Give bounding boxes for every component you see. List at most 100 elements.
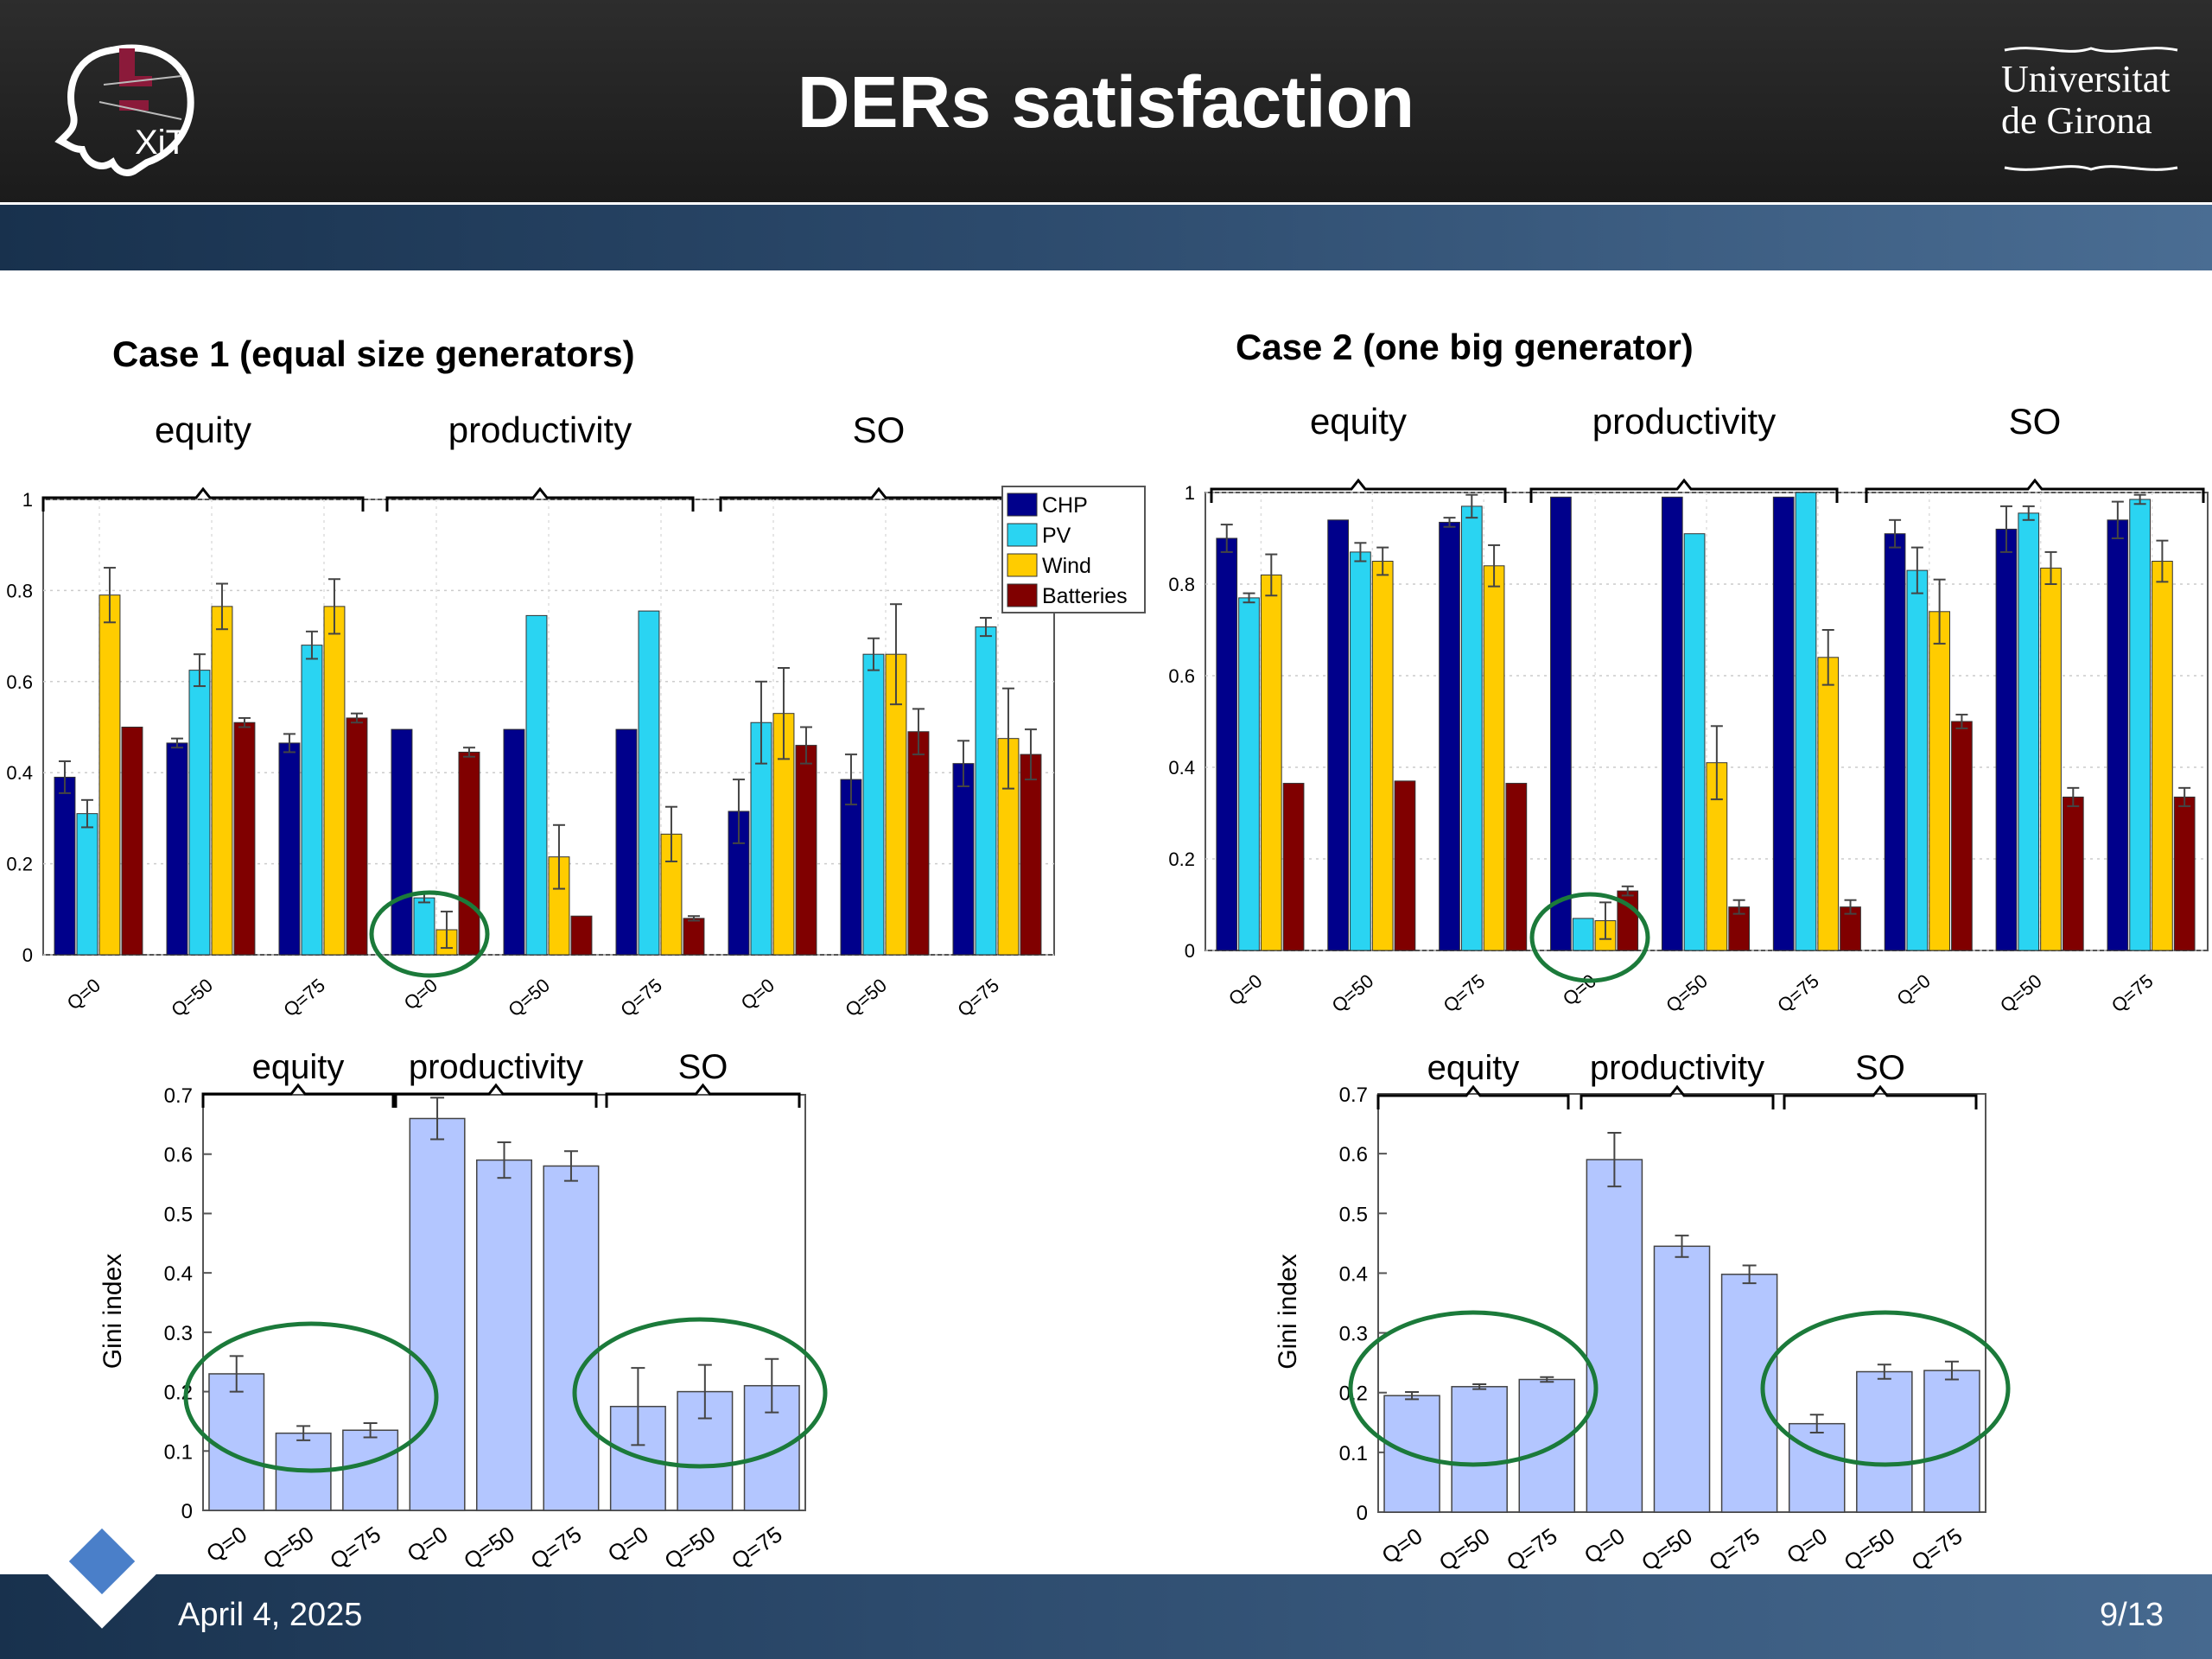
y-tick-label: 0.6 — [6, 671, 33, 693]
y-tick-label: 0.6 — [1339, 1143, 1368, 1166]
y-tick-label: 0.6 — [164, 1144, 193, 1167]
x-tick-label: Q=0 — [1782, 1522, 1832, 1568]
y-tick-label: 0.2 — [1168, 849, 1195, 870]
group-label: SO — [678, 1048, 728, 1086]
group-label: productivity — [1592, 401, 1776, 442]
legend-label: Batteries — [1042, 584, 1128, 608]
group-brace — [605, 1083, 801, 1108]
x-tick-label: Q=50 — [1839, 1522, 1899, 1575]
bar-chp — [1327, 519, 1349, 951]
gini-bar — [1653, 1245, 1711, 1513]
y-tick-label: 0.3 — [1339, 1323, 1368, 1346]
bar-batteries — [1505, 783, 1528, 951]
y-tick-label: 1 — [1185, 482, 1195, 504]
page-number: 9/13 — [2100, 1597, 2164, 1633]
group-label: SO — [2009, 401, 2062, 442]
highlight-circle — [1529, 892, 1650, 983]
legend-swatch-pv — [1007, 523, 1038, 547]
gini-bar — [475, 1159, 533, 1511]
y-tick-label: 0.4 — [1168, 757, 1195, 779]
y-tick-label: 0.4 — [1339, 1262, 1368, 1286]
x-tick-label: Q=75 — [1502, 1522, 1562, 1575]
group-label: equity — [252, 1048, 345, 1086]
group-label: SO — [1855, 1049, 1905, 1087]
y-tick-label: 0 — [22, 944, 33, 966]
y-tick-label: 0.2 — [6, 854, 33, 875]
bar-pv — [1683, 533, 1706, 951]
group-label: productivity — [409, 1048, 583, 1086]
bar-pv — [1572, 918, 1594, 951]
legend-swatch-batteries — [1007, 583, 1038, 607]
group-brace — [1529, 478, 1839, 503]
y-tick-label: 0.8 — [6, 580, 33, 601]
bar-pv — [638, 610, 660, 956]
gini-bar — [1788, 1422, 1846, 1513]
bar-chp — [1772, 496, 1795, 951]
legend-label: PV — [1042, 524, 1071, 548]
legend-label: CHP — [1042, 493, 1088, 518]
x-tick-label: Q=75 — [1704, 1522, 1764, 1575]
bar-chp — [615, 728, 638, 956]
university-name-line2: de Girona — [2001, 99, 2152, 142]
y-tick-label: 0.5 — [164, 1203, 193, 1226]
group-label: productivity — [448, 410, 632, 450]
slide-header — [0, 0, 2212, 202]
y-tick-label: 0 — [1357, 1502, 1368, 1525]
group-label: SO — [853, 410, 906, 450]
slide-title: DERs satisfaction — [797, 61, 1415, 143]
gini-bar — [543, 1165, 600, 1511]
highlight-circle — [1348, 1310, 1599, 1467]
y-tick-label: 0.1 — [1339, 1442, 1368, 1465]
bar-batteries — [121, 727, 143, 956]
y-axis-label: Gini index — [99, 1254, 127, 1369]
y-axis-label: Gini index — [1274, 1254, 1302, 1369]
group-label: productivity — [1590, 1049, 1764, 1087]
gini-bar — [1856, 1370, 1913, 1513]
y-tick-label: 0.7 — [1339, 1084, 1368, 1107]
group-label: equity — [1427, 1049, 1520, 1087]
y-tick-label: 0.4 — [6, 762, 33, 784]
legend-swatch-chp — [1007, 493, 1038, 517]
y-tick-label: 0.4 — [164, 1262, 193, 1286]
header-band — [0, 205, 2212, 270]
legend-label: Wind — [1042, 554, 1091, 578]
xit-logo: XiT — [54, 44, 194, 176]
bar-pv — [1795, 492, 1817, 951]
y-tick-label: 0.7 — [164, 1084, 193, 1108]
y-tick-label: 0.5 — [1339, 1203, 1368, 1226]
group-brace — [1865, 478, 2205, 503]
bar-pv — [525, 614, 548, 956]
x-tick-label: Q=75 — [1906, 1522, 1967, 1575]
case2-title: Case 2 (one big generator) — [1236, 327, 1694, 367]
case1-title: Case 1 (equal size generators) — [112, 334, 635, 374]
gini-bar — [1451, 1386, 1508, 1513]
group-brace — [41, 486, 365, 512]
bar-batteries — [1282, 783, 1305, 951]
highlight-circle — [572, 1317, 828, 1469]
footer-date: April 4, 2025 — [178, 1597, 363, 1633]
y-tick-label: 0 — [1185, 940, 1195, 962]
legend-swatch-wind — [1007, 553, 1038, 577]
gini-bar — [1586, 1159, 1643, 1513]
gini-bar — [208, 1373, 265, 1511]
y-tick-label: 0.3 — [164, 1322, 193, 1345]
bar-batteries — [1394, 780, 1416, 951]
group-brace — [1783, 1084, 1978, 1109]
gini-bar — [1720, 1274, 1778, 1513]
x-tick-label: Q=50 — [1434, 1522, 1495, 1575]
slide-footer — [0, 1574, 2212, 1659]
y-tick-label: 0.1 — [164, 1440, 193, 1464]
bar-chp — [503, 728, 525, 956]
y-tick-label: 0 — [181, 1500, 193, 1523]
gini-bar — [1518, 1378, 1576, 1513]
y-tick-label: 1 — [22, 489, 33, 511]
y-tick-label: 0.8 — [1168, 574, 1195, 595]
x-tick-label: Q=50 — [1637, 1522, 1697, 1575]
highlight-circle — [183, 1321, 439, 1473]
bar-batteries — [570, 915, 593, 956]
x-tick-label: Q=0 — [1376, 1522, 1427, 1568]
